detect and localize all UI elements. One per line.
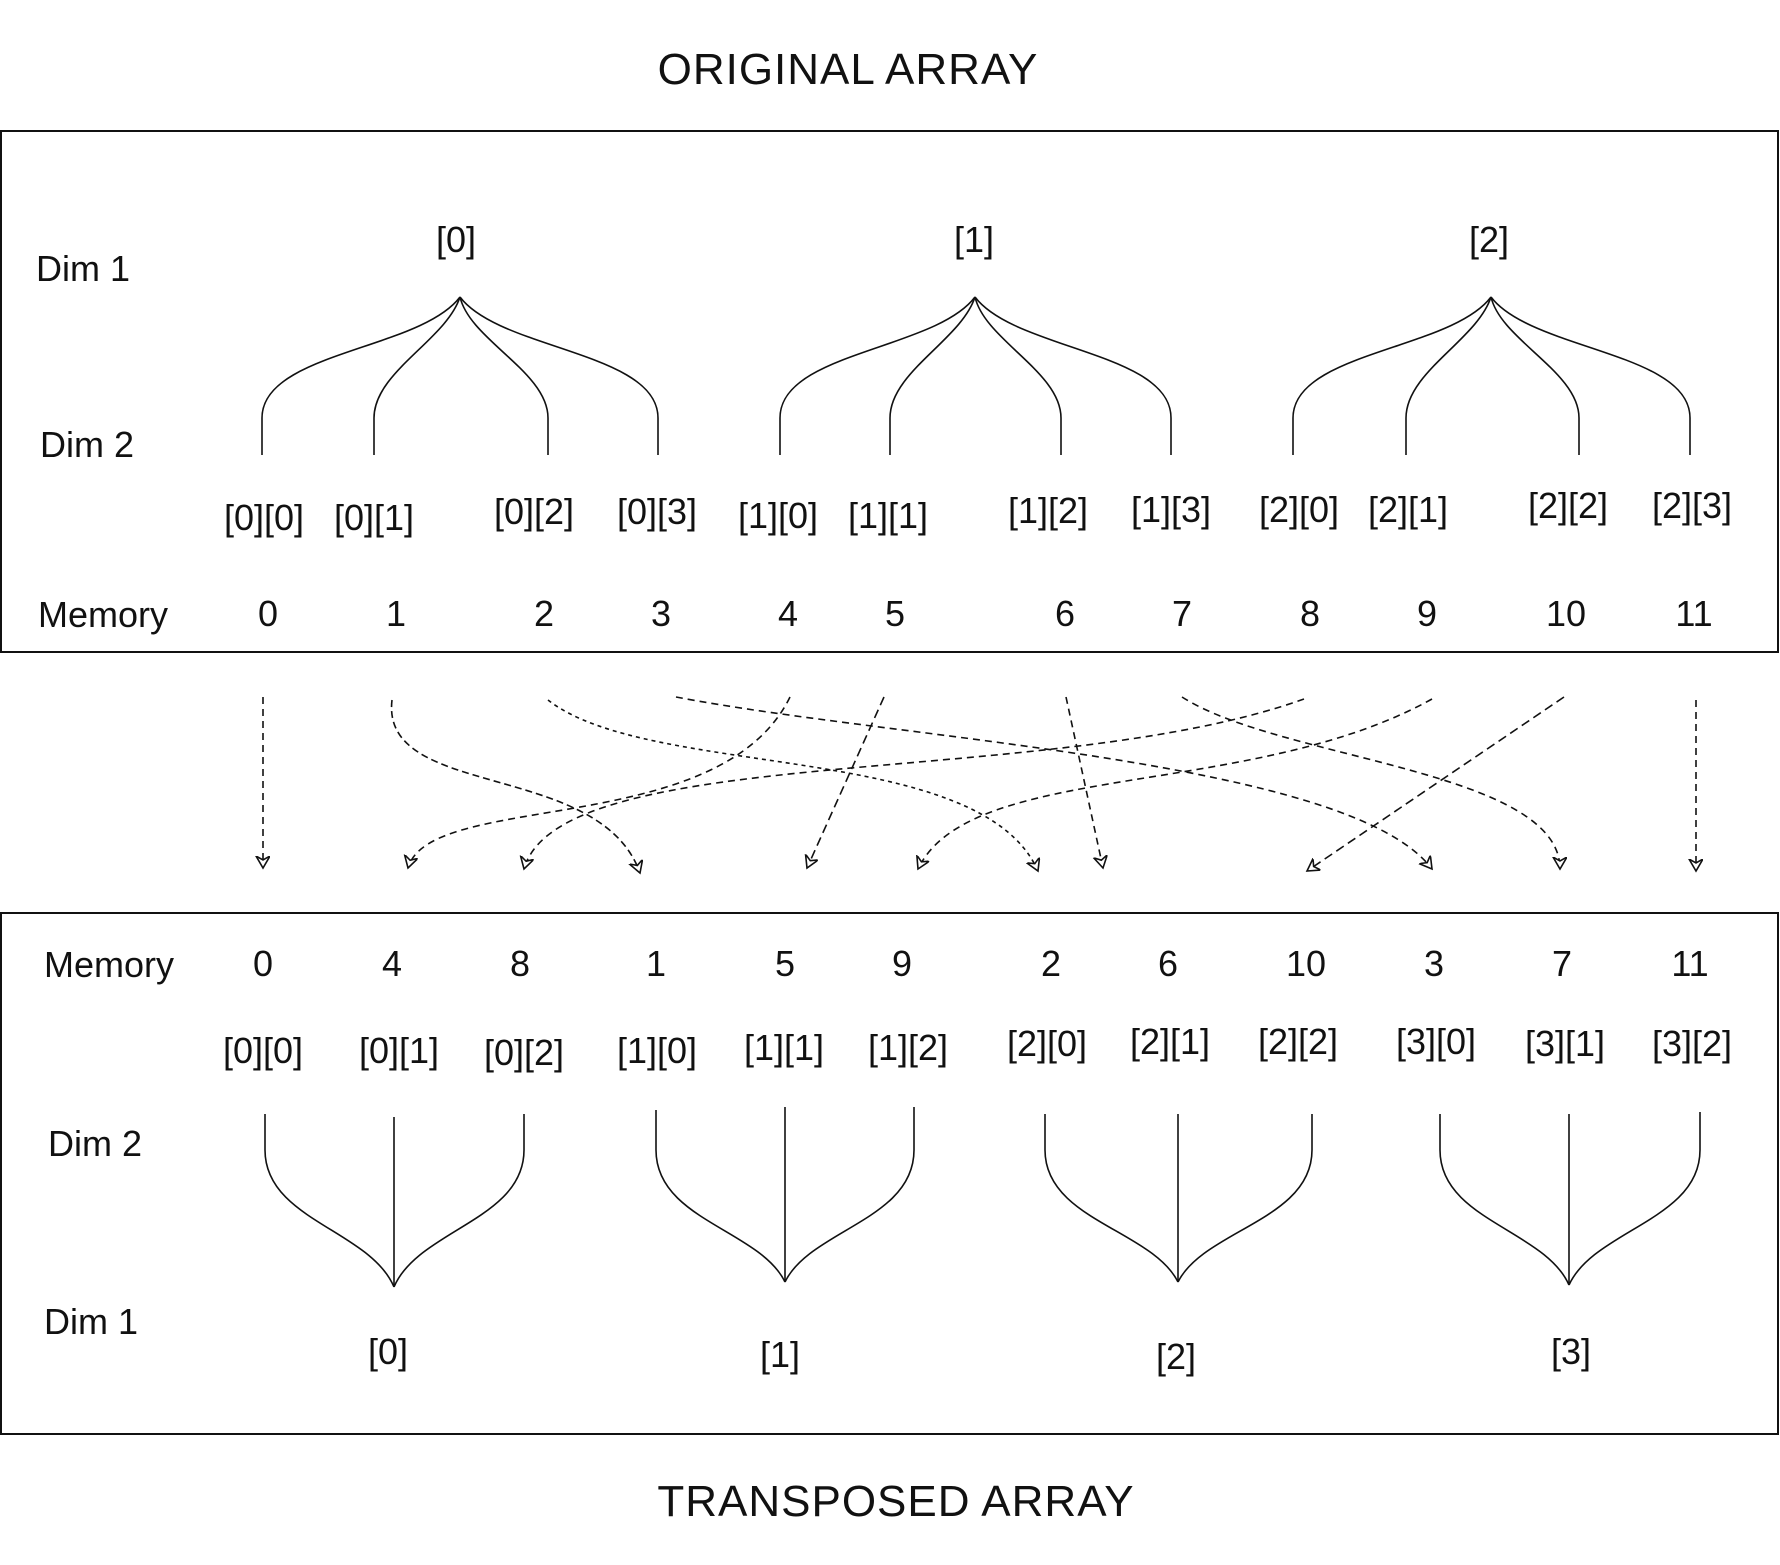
transposed-element-label: [0][0]: [223, 1030, 303, 1071]
transposed-memory-address: 5: [775, 943, 795, 984]
transposed-element-label: [2][0]: [1007, 1023, 1087, 1064]
mapping-arrow: [1307, 696, 1565, 871]
original-memory-address: 3: [651, 593, 671, 634]
transposed-element-label: [2][2]: [1258, 1021, 1338, 1062]
original-memory-address: 6: [1055, 593, 1075, 634]
transposed-group-label: [1]: [760, 1334, 800, 1375]
transposed-element-label: [0][2]: [484, 1032, 564, 1073]
transposed-memory-address: 11: [1671, 943, 1708, 984]
mapping-arrow: [1065, 696, 1103, 868]
mapping-arrow: [1181, 696, 1560, 869]
original-memory-address: 8: [1300, 593, 1320, 634]
original-array-frame: [0, 130, 1779, 653]
transposed-dim2-label: Dim 2: [48, 1123, 142, 1164]
mapping-arrow: [524, 698, 1305, 869]
original-element-label: [0][0]: [224, 497, 304, 538]
mapping-arrow: [675, 696, 1432, 869]
transposed-element-label: [3][1]: [1525, 1023, 1605, 1064]
original-dim2-label: Dim 2: [40, 424, 134, 465]
transposed-memory-address: 0: [253, 943, 273, 984]
original-memory-address: 4: [778, 593, 798, 634]
original-dim1-label: Dim 1: [36, 248, 130, 289]
original-memory-label: Memory: [38, 594, 168, 635]
transposed-memory-row: 0 4 8 1 5 9 2 6 10 3 7 11: [253, 943, 1709, 984]
transposed-memory-address: 8: [510, 943, 530, 984]
original-memory-address: 0: [258, 593, 278, 634]
transposed-dim1-label: Dim 1: [44, 1301, 138, 1342]
original-element-label: [1][1]: [848, 495, 928, 536]
mapping-arrow: [547, 699, 1038, 871]
transposed-memory-address: 10: [1286, 943, 1326, 984]
original-memory-address: 10: [1546, 593, 1586, 634]
transposed-element-label: [0][1]: [359, 1030, 439, 1071]
original-element-label: [2][0]: [1259, 489, 1339, 530]
transposed-tree-2: [1044, 1114, 1313, 1283]
mapping-arrow: [408, 696, 791, 868]
original-memory-address: 5: [885, 593, 905, 634]
transposed-memory-address: 6: [1158, 943, 1178, 984]
original-element-label: [0][2]: [494, 491, 574, 532]
memory-mapping-arrows: [263, 696, 1696, 873]
original-element-label: [2][1]: [1368, 489, 1448, 530]
original-memory-row: 0 1 2 3 4 5 6 7 8 9 10 11: [258, 593, 1713, 634]
original-memory-address: 11: [1675, 593, 1712, 634]
transposed-element-label: [3][2]: [1652, 1023, 1732, 1064]
transposed-tree-1: [655, 1107, 915, 1283]
original-tree-0: [261, 296, 659, 455]
original-group-label: [1]: [954, 219, 994, 260]
original-array-title: ORIGINAL ARRAY: [658, 45, 1039, 94]
original-memory-address: 7: [1172, 593, 1192, 634]
transposed-group-label: [3]: [1551, 1331, 1591, 1372]
original-element-label: [1][2]: [1008, 490, 1088, 531]
transposed-group-label: [0]: [368, 1331, 408, 1372]
transposed-tree-3: [1439, 1112, 1701, 1286]
transposed-memory-address: 3: [1424, 943, 1444, 984]
transposed-memory-address: 1: [646, 943, 666, 984]
transposed-memory-address: 9: [892, 943, 912, 984]
original-memory-address: 2: [534, 593, 554, 634]
original-memory-address: 1: [386, 593, 406, 634]
original-element-label: [1][3]: [1131, 489, 1211, 530]
mapping-arrow: [918, 698, 1433, 869]
transposed-element-label: [1][1]: [744, 1027, 824, 1068]
transposed-array-title: TRANSPOSED ARRAY: [657, 1477, 1134, 1526]
original-element-label: [0][3]: [617, 491, 697, 532]
original-element-label: [1][0]: [738, 495, 818, 536]
transposed-element-label: [3][0]: [1396, 1021, 1476, 1062]
transposed-element-label: [1][0]: [617, 1030, 697, 1071]
transposed-memory-address: 2: [1041, 943, 1061, 984]
original-elements: [0][0] [0][1] [0][2] [0][3] [1][0] [1][1…: [224, 485, 1732, 538]
original-element-label: [2][3]: [1652, 485, 1732, 526]
original-element-label: [0][1]: [334, 497, 414, 538]
transposed-elements: [0][0] [0][1] [0][2] [1][0] [1][1] [1][2…: [223, 1021, 1732, 1073]
transposed-memory-address: 7: [1552, 943, 1572, 984]
transposed-element-label: [2][1]: [1130, 1021, 1210, 1062]
transposed-memory-address: 4: [382, 943, 402, 984]
original-tree-1: [779, 296, 1172, 455]
transposed-tree-0: [264, 1114, 525, 1288]
original-tree-2: [1292, 296, 1691, 455]
transposed-array-frame: [0, 912, 1779, 1435]
original-group-label: [0]: [436, 219, 476, 260]
mapping-arrow: [807, 696, 885, 868]
transposed-group-label: [2]: [1156, 1336, 1196, 1377]
original-memory-address: 9: [1417, 593, 1437, 634]
transposed-element-label: [1][2]: [868, 1027, 948, 1068]
original-group-label: [2]: [1469, 219, 1509, 260]
transposed-memory-label: Memory: [44, 944, 174, 985]
original-element-label: [2][2]: [1528, 485, 1608, 526]
mapping-arrow: [390, 699, 640, 873]
